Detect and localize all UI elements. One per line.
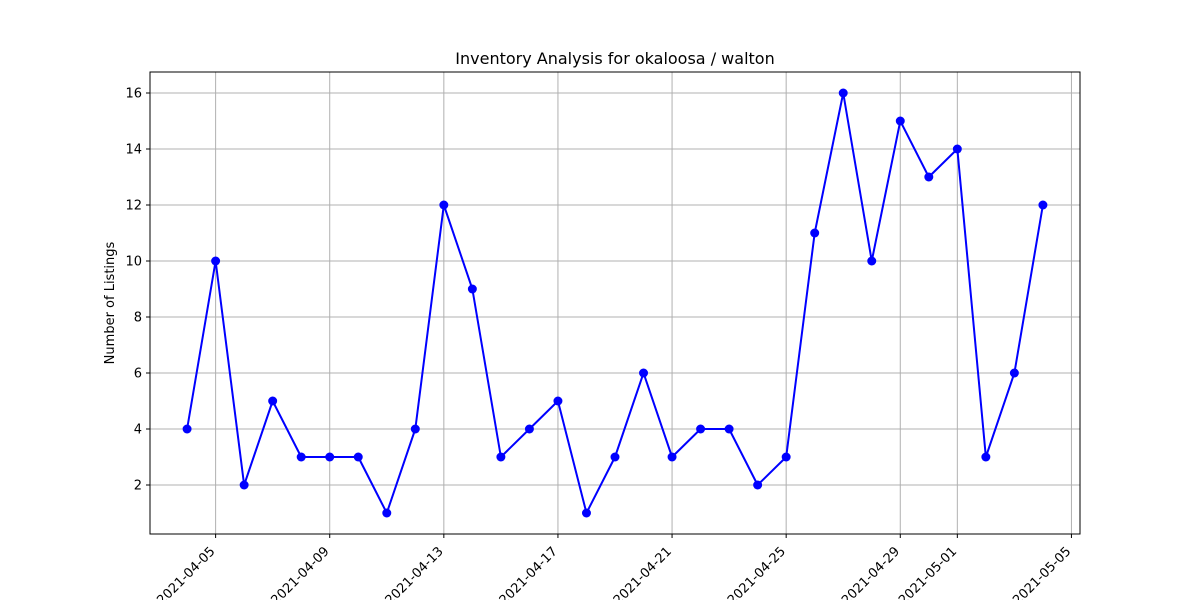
data-point <box>239 480 249 490</box>
data-point <box>553 396 563 406</box>
data-point <box>667 452 677 462</box>
y-tick-label: 14 <box>125 143 142 158</box>
y-tick-label: 12 <box>125 199 142 214</box>
y-tick-label: 2 <box>134 479 142 494</box>
data-point <box>867 256 877 266</box>
data-point <box>1009 368 1019 378</box>
data-point <box>639 368 649 378</box>
data-points <box>182 88 1048 518</box>
data-point <box>581 508 591 518</box>
data-point <box>1038 200 1048 210</box>
data-point <box>496 452 506 462</box>
data-point <box>924 172 934 182</box>
y-tick-label: 10 <box>125 255 142 270</box>
data-point <box>810 228 820 238</box>
data-point <box>268 396 278 406</box>
data-point <box>781 452 791 462</box>
data-point <box>981 452 991 462</box>
y-tick-label: 8 <box>134 311 142 326</box>
data-point <box>952 144 962 154</box>
data-point <box>382 508 392 518</box>
data-point <box>410 424 420 434</box>
y-tick-label: 6 <box>134 367 142 382</box>
data-point <box>467 284 477 294</box>
data-point <box>211 256 221 266</box>
data-point <box>895 116 905 126</box>
plot-area-frame <box>149 71 1081 535</box>
data-point <box>325 452 335 462</box>
data-point <box>182 424 192 434</box>
data-point <box>610 452 620 462</box>
data-point <box>353 452 363 462</box>
data-point <box>296 452 306 462</box>
data-point <box>838 88 848 98</box>
y-tick-label: 16 <box>125 87 142 102</box>
y-axis-label: Number of Listings <box>103 241 118 364</box>
data-point <box>724 424 734 434</box>
data-point <box>439 200 449 210</box>
data-point <box>753 480 763 490</box>
y-axis: 2 4 6 8 10 12 14 16 <box>125 87 150 494</box>
chart-title: Inventory Analysis for okaloosa / walton <box>455 49 774 68</box>
data-point <box>524 424 534 434</box>
data-point <box>696 424 706 434</box>
y-tick-label: 4 <box>134 423 142 438</box>
